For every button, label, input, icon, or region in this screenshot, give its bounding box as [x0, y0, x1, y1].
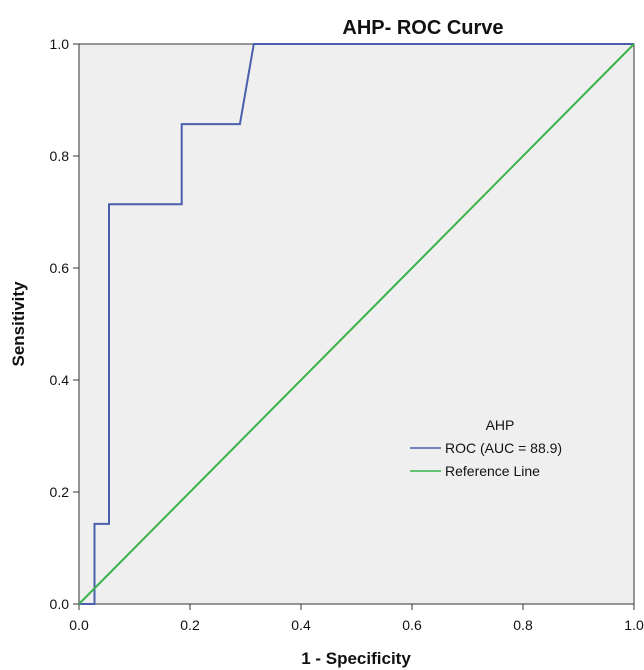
- roc-curve-line: [79, 43, 634, 605]
- legend-label-roc: ROC (AUC = 88.9): [445, 440, 562, 456]
- legend-label-reference-line: Reference Line: [445, 463, 540, 479]
- x-tick-label-0: 0.0: [69, 617, 89, 633]
- chart-title: AHP- ROC Curve: [342, 17, 503, 39]
- x-tick-label-2: 0.4: [291, 617, 311, 633]
- y-tick-label-3: 0.6: [50, 260, 70, 276]
- series-layer: [78, 43, 635, 605]
- y-tick-label-0: 0.0: [50, 596, 70, 612]
- reference-line: [78, 43, 635, 605]
- legend: AHP ROC (AUC = 88.9) Reference Line: [410, 417, 562, 479]
- legend-title: AHP: [486, 417, 515, 433]
- x-tick-label-5: 1.0: [624, 617, 644, 633]
- y-axis-label: Sensitivity: [9, 281, 28, 367]
- y-tick-label-1: 0.2: [50, 484, 70, 500]
- y-tick-label-4: 0.8: [50, 148, 70, 164]
- y-tick-label-2: 0.4: [50, 372, 70, 388]
- y-tick-label-5: 1.0: [50, 36, 70, 52]
- x-axis-label: 1 - Specificity: [301, 649, 411, 668]
- axes-layer: 0.0 0.2 0.4 0.6 0.8 1.0 0.0 0.2 0.4 0.6 0.8 1.0: [50, 36, 644, 633]
- x-tick-label-1: 0.2: [180, 617, 200, 633]
- x-tick-label-4: 0.8: [513, 617, 533, 633]
- x-tick-label-3: 0.6: [402, 617, 422, 633]
